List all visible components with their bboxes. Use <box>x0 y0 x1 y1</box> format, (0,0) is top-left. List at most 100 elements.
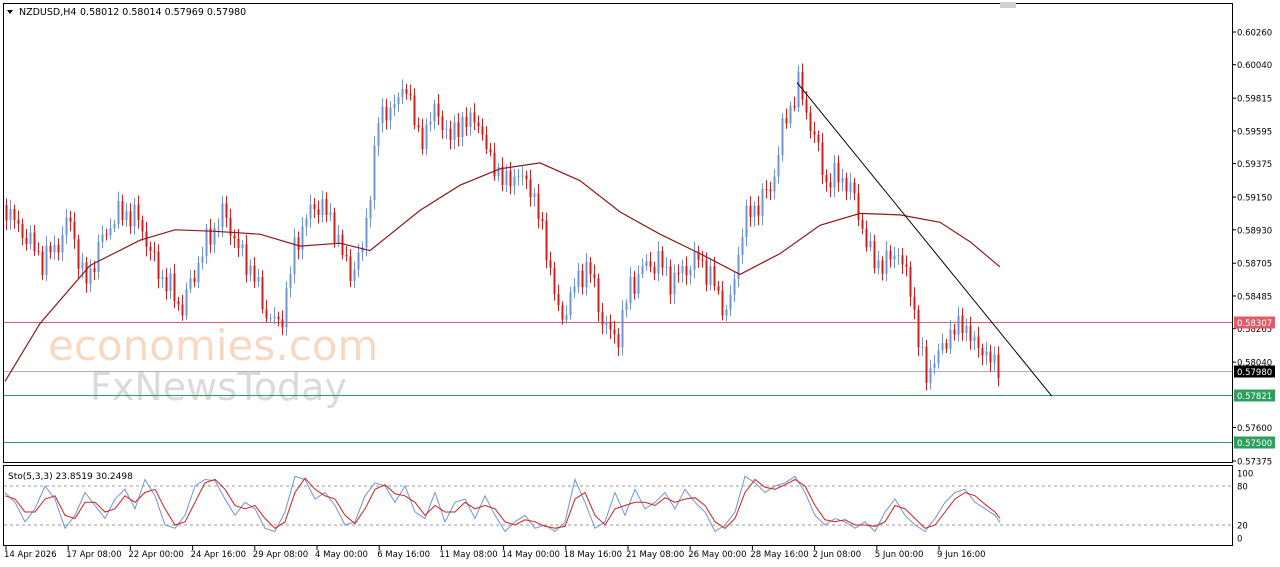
candle-body <box>413 95 416 126</box>
price-tick-label: 0.59595 <box>1237 127 1272 137</box>
candle-body <box>441 116 444 130</box>
candle-body <box>533 193 536 197</box>
candle-body <box>421 127 424 150</box>
candle-body <box>229 217 232 236</box>
candle-body <box>237 238 240 248</box>
candle-body <box>489 149 492 153</box>
candle-body <box>509 170 512 187</box>
time-tick-label: 14 May 00:00 <box>502 550 560 560</box>
candle-body <box>417 125 420 128</box>
level-price-label-support: 0.57500 <box>1237 439 1272 449</box>
candle-body <box>701 259 704 261</box>
candle-body <box>297 237 300 250</box>
candle-body <box>833 162 836 188</box>
header: NZDUSD,H4 0.58012 0.58014 0.57969 0.5798… <box>7 7 246 18</box>
candle-body <box>957 315 960 335</box>
candle-body <box>465 116 468 128</box>
time-tick-label: 21 May 08:00 <box>626 550 684 560</box>
candle-body <box>205 228 208 257</box>
triangle-down-icon[interactable] <box>7 10 13 14</box>
candle-body <box>933 363 936 369</box>
candle-body <box>821 142 824 175</box>
symbol-label: NZDUSD,H4 <box>19 7 76 18</box>
trendline[interactable] <box>796 82 1053 397</box>
price-tick-label: 0.58265 <box>1237 325 1272 335</box>
candle-body <box>101 234 104 242</box>
level-price-label-current: 0.57980 <box>1237 368 1272 378</box>
candle-body <box>129 211 132 227</box>
candle-body <box>189 278 192 290</box>
price-tick-label: 0.59375 <box>1237 160 1272 170</box>
candle-body <box>173 273 176 302</box>
candle-body <box>817 134 820 143</box>
horizontal-levels <box>4 322 1232 443</box>
candle-body <box>529 179 532 197</box>
candle-body <box>49 245 52 253</box>
moving-average-line <box>4 162 1001 382</box>
candle-body <box>557 294 560 306</box>
candle-body <box>673 272 676 295</box>
candle-body <box>981 347 984 356</box>
candle-body <box>397 97 400 105</box>
candle-body <box>377 123 380 146</box>
price-tick-label: 0.58705 <box>1237 260 1272 270</box>
candle-body <box>813 131 816 135</box>
candle-body <box>845 177 848 192</box>
candle-body <box>721 290 724 316</box>
candle-body <box>569 292 572 316</box>
candle-body <box>573 286 576 293</box>
candle-body <box>661 251 664 268</box>
candle-body <box>577 270 580 287</box>
chart-scroll-marker[interactable] <box>1000 2 1016 8</box>
candle-body <box>65 217 68 235</box>
candle-body <box>521 175 524 177</box>
candle-body <box>649 261 652 267</box>
candle-body <box>157 251 160 279</box>
candle-body <box>773 176 776 192</box>
candle-body <box>281 319 284 328</box>
time-tick-label: 4 May 00:00 <box>315 550 368 560</box>
candle-body <box>669 266 672 295</box>
candle-body <box>45 245 48 276</box>
candle-body <box>25 237 28 245</box>
candle-body <box>405 89 408 94</box>
candle-body <box>61 234 64 253</box>
candle-body <box>265 309 268 319</box>
price-tick-label: 0.58040 <box>1237 359 1272 369</box>
time-tick-label: 6 May 16:00 <box>377 550 430 560</box>
candle-body <box>541 219 544 221</box>
candle-body <box>617 334 620 348</box>
candle-body <box>793 106 796 108</box>
candle-body <box>949 329 952 349</box>
candle-body <box>913 296 916 310</box>
price-tick-label: 0.57375 <box>1237 458 1272 468</box>
candle-body <box>897 255 900 257</box>
candle-body <box>801 71 804 100</box>
candle-body <box>865 228 868 248</box>
candle-body <box>401 89 404 98</box>
candle-body <box>825 174 828 183</box>
level-price-box-support <box>1234 389 1275 402</box>
candle-body <box>705 260 708 285</box>
candle-body <box>517 176 520 178</box>
candle-body <box>685 265 688 276</box>
candle-body <box>909 266 912 297</box>
candle-body <box>301 226 304 250</box>
candle-body <box>337 234 340 243</box>
candle-body <box>321 199 324 216</box>
candle-body <box>457 122 460 137</box>
candle-body <box>585 262 588 288</box>
candle-body <box>545 220 548 261</box>
candle-body <box>341 234 344 256</box>
candle-body <box>969 325 972 341</box>
time-tick-label: 18 May 16:00 <box>564 550 622 560</box>
candle-body <box>261 276 264 310</box>
candle-body <box>165 277 168 292</box>
candle-body <box>653 266 656 274</box>
level-price-labels: 0.58307 0.57980 0.57821 0.57500 <box>1234 316 1275 449</box>
candle-body <box>277 316 280 320</box>
candle-body <box>133 204 136 227</box>
candle-body <box>937 350 940 364</box>
candle-body <box>125 211 128 221</box>
